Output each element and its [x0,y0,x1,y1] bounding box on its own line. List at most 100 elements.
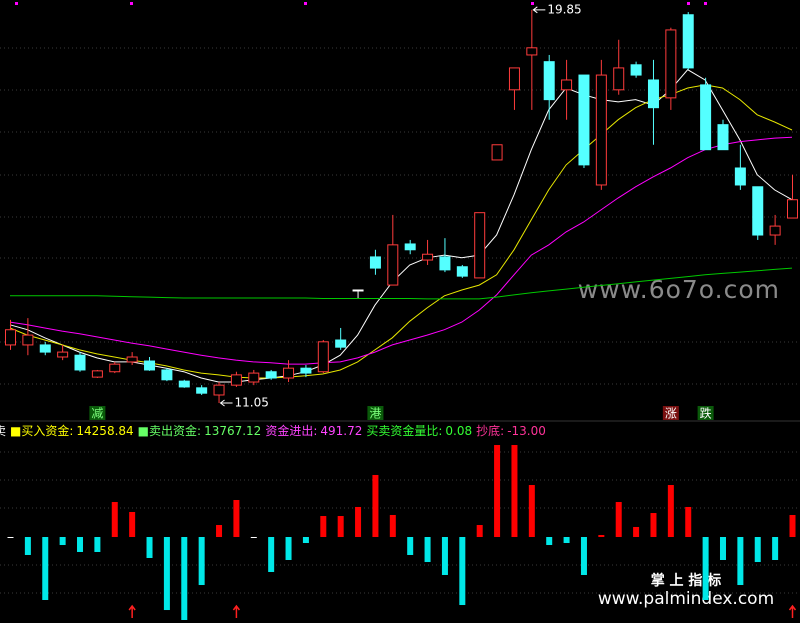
candle-body [526,47,538,56]
candle-body [647,79,659,109]
signal-box [89,406,106,420]
buy-arrow [128,604,136,618]
ma-line [9,84,793,379]
candle-body [335,339,347,348]
annotation-label: 11.05 [235,396,269,410]
dot [531,2,534,5]
indicator-value: -13.00 [507,424,546,438]
price-grid [0,47,800,385]
histogram-bar [633,526,640,538]
indicator-value: 491.72 [320,424,362,438]
histogram-bar [650,513,657,538]
candle-body [91,370,103,378]
histogram-bar [580,537,587,575]
histogram-bar [719,537,726,561]
logo-title: 掌 上 指 标 [651,572,722,589]
candle-body [161,369,173,381]
candle-body [578,74,590,166]
histogram-bar [320,516,327,538]
ma-line [9,136,793,365]
candle-body [456,266,468,277]
indicator-header: 卖 ■买入资金: 14258.84 ■卖出资金: 13767.12 资金进出: 491.72… [0,423,546,438]
histogram-bar [598,534,605,538]
histogram-bar [615,502,622,538]
candle-body [22,334,34,346]
histogram-bar [163,537,170,611]
histogram-bar [181,537,188,621]
histogram-bar [407,537,414,555]
signal-box [367,406,384,420]
histogram-bar [511,445,518,538]
candle-body [404,243,416,251]
candle-body [717,124,729,151]
signal-label: 跌 [700,406,712,421]
histogram-bar [94,537,101,552]
histogram-bar [737,537,744,586]
histogram-bar [337,516,344,538]
dot [304,2,307,5]
ma-line [10,267,793,300]
candle-body [317,341,329,373]
histogram-bar [7,537,14,539]
histogram-bar [667,485,674,538]
dot [15,2,18,5]
annotation-arrow [532,6,546,14]
candle-body [561,79,573,91]
candle-body [595,74,607,186]
candle-body [787,199,798,219]
signal-label: 涨 [665,406,677,421]
candle-body [369,256,381,269]
histogram-bar [563,537,570,543]
candle-body [144,360,156,371]
candle-body [630,64,642,76]
candle-body [700,84,712,151]
candle-body [734,167,746,186]
candle-body [126,356,138,363]
candle-body [508,67,520,91]
indicator-label: 抄底: [476,423,504,438]
candle-body [196,387,208,394]
candle-body [387,244,399,286]
histogram-bar [441,537,448,575]
histogram-bar [24,537,31,555]
indicator-value: 0.08 [445,424,472,438]
histogram-bar [372,474,379,538]
histogram-bar [250,537,257,539]
histogram-bar [754,537,761,563]
candle-body [474,212,486,279]
histogram-bar [702,537,709,601]
signal-box [662,406,679,420]
dot [704,2,707,5]
candle-body [665,29,677,99]
histogram-bar [459,537,466,606]
histogram-bar [129,511,136,538]
dot [687,2,690,5]
candle-body [283,367,295,379]
histogram-bar [494,445,501,538]
signal-label: 港 [369,407,381,421]
annotation-arrow [219,399,233,407]
histogram-bar [528,485,535,538]
candle-body [613,67,625,91]
histogram-bar [389,514,396,538]
top-dots [15,2,707,5]
buy-arrow [788,604,797,618]
logo-url: www.palmindex.com [598,589,774,609]
histogram-bar [198,537,205,586]
histogram-bar [424,537,431,563]
histogram-bar [355,506,362,538]
indicator-label: ■卖出资金: [138,423,201,438]
histogram-bar [146,537,153,558]
histogram-bar [59,537,66,546]
candle-body [230,374,242,386]
indicator-label: 买卖资金量比: [366,423,442,438]
histogram-bar [285,537,292,561]
signal-label: 减 [91,407,103,421]
candle-body [178,380,190,388]
candle-body [57,351,69,358]
histogram-bar [789,515,796,538]
histogram-bar [476,525,483,538]
histogram-bar [302,537,309,543]
watermark: www.6o7o.com [578,275,780,304]
